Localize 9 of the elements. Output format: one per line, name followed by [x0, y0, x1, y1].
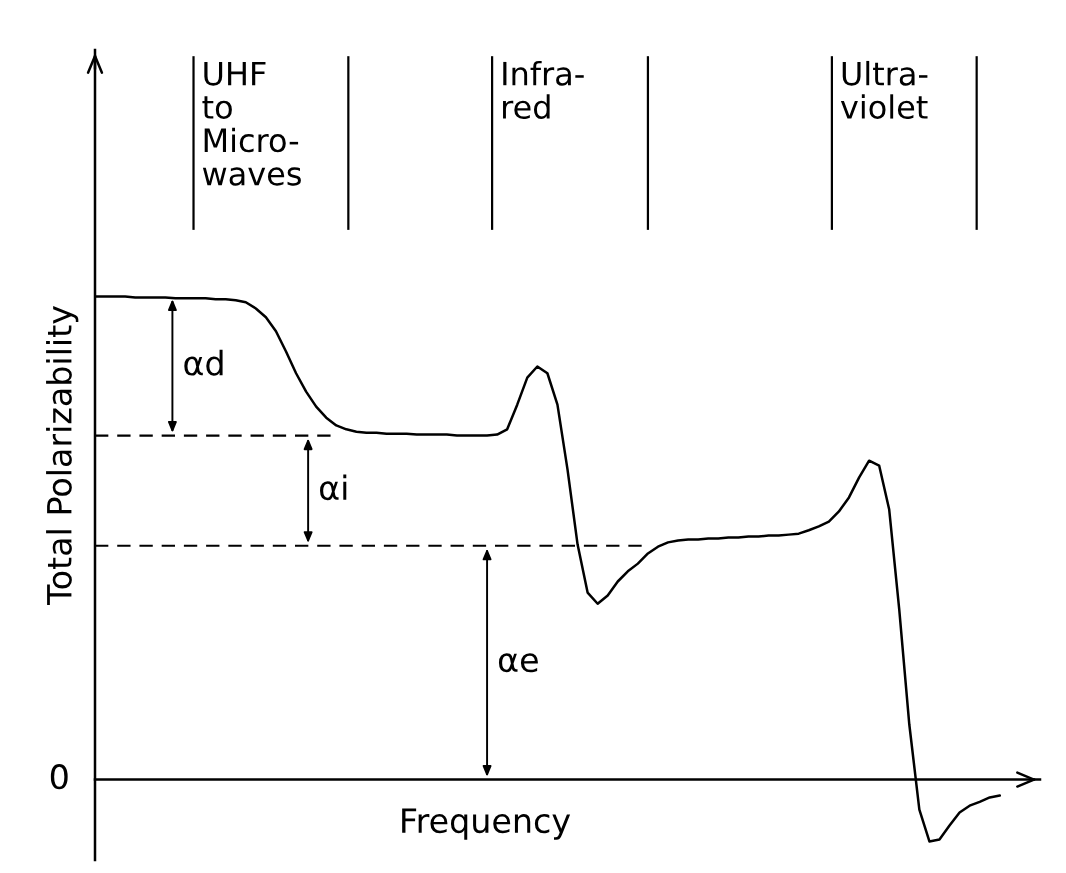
- x-axis-title: Frequency: [402, 808, 571, 840]
- y-axis-title: Total Polarizability: [46, 305, 79, 606]
- annotation: αe: [498, 653, 538, 673]
- text: Ultra- violet: [840, 60, 928, 120]
- text: UHF to Micro- waves: [202, 61, 301, 186]
- annotation: αd: [184, 349, 223, 376]
- text: Infra- red: [503, 60, 584, 120]
- text: 0: [50, 764, 68, 790]
- annotation: αi: [320, 474, 347, 501]
